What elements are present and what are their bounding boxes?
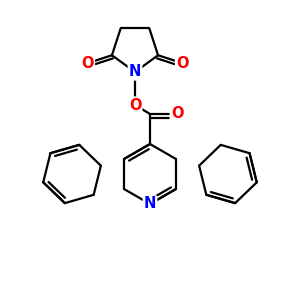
Text: O: O [171,106,183,122]
Text: O: O [81,56,94,70]
Text: O: O [176,56,189,70]
Text: N: N [144,196,156,211]
Text: N: N [129,64,141,80]
Text: O: O [129,98,141,112]
